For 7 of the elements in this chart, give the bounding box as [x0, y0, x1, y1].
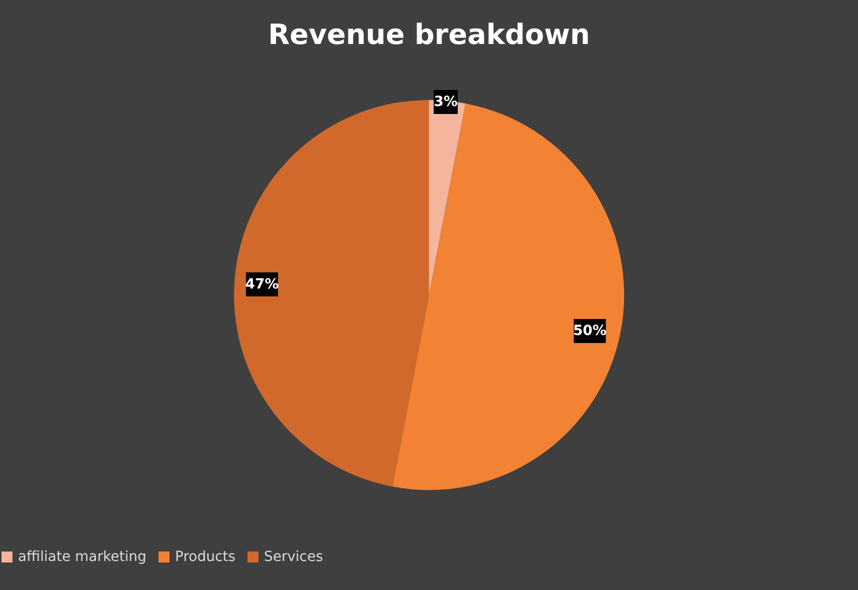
pie-slice	[234, 100, 429, 487]
legend-label: affiliate marketing	[18, 549, 146, 565]
chart-title: Revenue breakdown	[268, 18, 590, 51]
legend-label: Services	[264, 549, 324, 565]
data-label: 50%	[573, 323, 607, 340]
data-label: 3%	[434, 94, 458, 110]
legend-label: Products	[175, 549, 236, 565]
